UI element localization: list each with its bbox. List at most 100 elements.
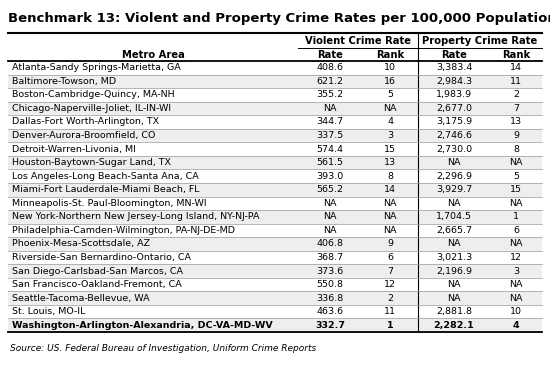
Text: NA: NA <box>323 104 337 113</box>
Text: 406.8: 406.8 <box>316 240 344 249</box>
Text: 373.6: 373.6 <box>316 267 344 276</box>
Text: 10: 10 <box>384 63 396 72</box>
Text: 15: 15 <box>510 185 522 194</box>
Text: Houston-Baytown-Sugar Land, TX: Houston-Baytown-Sugar Land, TX <box>12 158 171 167</box>
Text: Rank: Rank <box>376 50 404 59</box>
Text: 14: 14 <box>510 63 522 72</box>
Text: NA: NA <box>509 240 522 249</box>
Text: Violent Crime Rate: Violent Crime Rate <box>305 35 411 45</box>
Bar <box>8 183 542 197</box>
Text: 4: 4 <box>513 321 519 330</box>
Text: 336.8: 336.8 <box>316 294 344 303</box>
Text: NA: NA <box>323 226 337 235</box>
Text: Dallas-Fort Worth-Arlington, TX: Dallas-Fort Worth-Arlington, TX <box>12 117 159 126</box>
Text: 565.2: 565.2 <box>316 185 344 194</box>
Text: 14: 14 <box>384 185 396 194</box>
Text: 3,383.4: 3,383.4 <box>436 63 472 72</box>
Text: Rate: Rate <box>317 50 343 59</box>
Bar <box>8 210 542 224</box>
Text: 7: 7 <box>513 104 519 113</box>
Bar <box>8 318 542 332</box>
Text: 8: 8 <box>513 145 519 153</box>
Text: NA: NA <box>383 226 397 235</box>
Text: NA: NA <box>383 199 397 208</box>
Text: Phoenix-Mesa-Scottsdale, AZ: Phoenix-Mesa-Scottsdale, AZ <box>12 240 150 249</box>
Text: Chicago-Naperville-Joliet, IL-IN-WI: Chicago-Naperville-Joliet, IL-IN-WI <box>12 104 171 113</box>
Text: NA: NA <box>509 199 522 208</box>
Text: 5: 5 <box>513 172 519 181</box>
Text: NA: NA <box>447 294 461 303</box>
Text: 2,282.1: 2,282.1 <box>433 321 474 330</box>
Text: NA: NA <box>509 294 522 303</box>
Text: 574.4: 574.4 <box>316 145 344 153</box>
Text: 11: 11 <box>510 77 522 86</box>
Text: 2: 2 <box>387 294 393 303</box>
Text: 12: 12 <box>510 253 522 262</box>
Text: Riverside-San Bernardino-Ontario, CA: Riverside-San Bernardino-Ontario, CA <box>12 253 191 262</box>
Text: 2,665.7: 2,665.7 <box>436 226 472 235</box>
Text: NA: NA <box>509 280 522 289</box>
Text: 408.6: 408.6 <box>316 63 344 72</box>
Text: Source: US. Federal Bureau of Investigation, Uniform Crime Reports: Source: US. Federal Bureau of Investigat… <box>10 344 316 353</box>
Text: Benchmark 13: Violent and Property Crime Rates per 100,000 Population, 2012: Benchmark 13: Violent and Property Crime… <box>8 12 550 25</box>
Bar <box>8 237 542 251</box>
Text: 7: 7 <box>387 267 393 276</box>
Text: 6: 6 <box>387 253 393 262</box>
Bar <box>8 264 542 278</box>
Text: 3: 3 <box>513 267 519 276</box>
Text: 8: 8 <box>387 172 393 181</box>
Text: 2,746.6: 2,746.6 <box>436 131 472 140</box>
Text: NA: NA <box>447 158 461 167</box>
Text: 2,984.3: 2,984.3 <box>436 77 472 86</box>
Text: 2,730.0: 2,730.0 <box>436 145 472 153</box>
Bar <box>8 156 542 170</box>
Text: Detroit-Warren-Livonia, MI: Detroit-Warren-Livonia, MI <box>12 145 136 153</box>
Text: New York-Northern New Jersey-Long Island, NY-NJ-PA: New York-Northern New Jersey-Long Island… <box>12 212 260 221</box>
Text: NA: NA <box>383 104 397 113</box>
Text: 1,704.5: 1,704.5 <box>436 212 472 221</box>
Bar <box>8 291 542 305</box>
Text: 561.5: 561.5 <box>316 158 344 167</box>
Bar <box>8 129 542 142</box>
Text: NA: NA <box>447 240 461 249</box>
Text: NA: NA <box>447 280 461 289</box>
Text: 393.0: 393.0 <box>316 172 344 181</box>
Text: 4: 4 <box>387 117 393 126</box>
Text: 12: 12 <box>384 280 396 289</box>
Text: NA: NA <box>447 199 461 208</box>
Text: 1: 1 <box>513 212 519 221</box>
Text: Denver-Aurora-Broomfield, CO: Denver-Aurora-Broomfield, CO <box>12 131 155 140</box>
Text: San Diego-Carlsbad-San Marcos, CA: San Diego-Carlsbad-San Marcos, CA <box>12 267 183 276</box>
Text: 463.6: 463.6 <box>316 307 344 316</box>
Text: 550.8: 550.8 <box>316 280 344 289</box>
Text: 1,983.9: 1,983.9 <box>436 90 472 99</box>
Text: 2,881.8: 2,881.8 <box>436 307 472 316</box>
Text: Rank: Rank <box>502 50 530 59</box>
Text: NA: NA <box>323 199 337 208</box>
Bar <box>8 102 542 115</box>
Text: Baltimore-Towson, MD: Baltimore-Towson, MD <box>12 77 116 86</box>
Text: 5: 5 <box>387 90 393 99</box>
Text: Property Crime Rate: Property Crime Rate <box>422 35 538 45</box>
Text: 3,175.9: 3,175.9 <box>436 117 472 126</box>
Text: 13: 13 <box>384 158 396 167</box>
Text: 15: 15 <box>384 145 396 153</box>
Text: Atlanta-Sandy Springs-Marietta, GA: Atlanta-Sandy Springs-Marietta, GA <box>12 63 181 72</box>
Text: 2,196.9: 2,196.9 <box>436 267 472 276</box>
Text: 2,296.9: 2,296.9 <box>436 172 472 181</box>
Text: Rate: Rate <box>441 50 467 59</box>
Text: 337.5: 337.5 <box>316 131 344 140</box>
Text: 1: 1 <box>387 321 393 330</box>
Text: Boston-Cambridge-Quincy, MA-NH: Boston-Cambridge-Quincy, MA-NH <box>12 90 175 99</box>
Text: Seattle-Tacoma-Bellevue, WA: Seattle-Tacoma-Bellevue, WA <box>12 294 150 303</box>
Text: 3,929.7: 3,929.7 <box>436 185 472 194</box>
Text: 10: 10 <box>510 307 522 316</box>
Text: 3: 3 <box>387 131 393 140</box>
Text: Miami-Fort Lauderdale-Miami Beach, FL: Miami-Fort Lauderdale-Miami Beach, FL <box>12 185 200 194</box>
Text: 16: 16 <box>384 77 396 86</box>
Text: 2: 2 <box>513 90 519 99</box>
Text: Los Angeles-Long Beach-Santa Ana, CA: Los Angeles-Long Beach-Santa Ana, CA <box>12 172 199 181</box>
Text: 368.7: 368.7 <box>316 253 344 262</box>
Bar <box>8 74 542 88</box>
Text: 344.7: 344.7 <box>316 117 344 126</box>
